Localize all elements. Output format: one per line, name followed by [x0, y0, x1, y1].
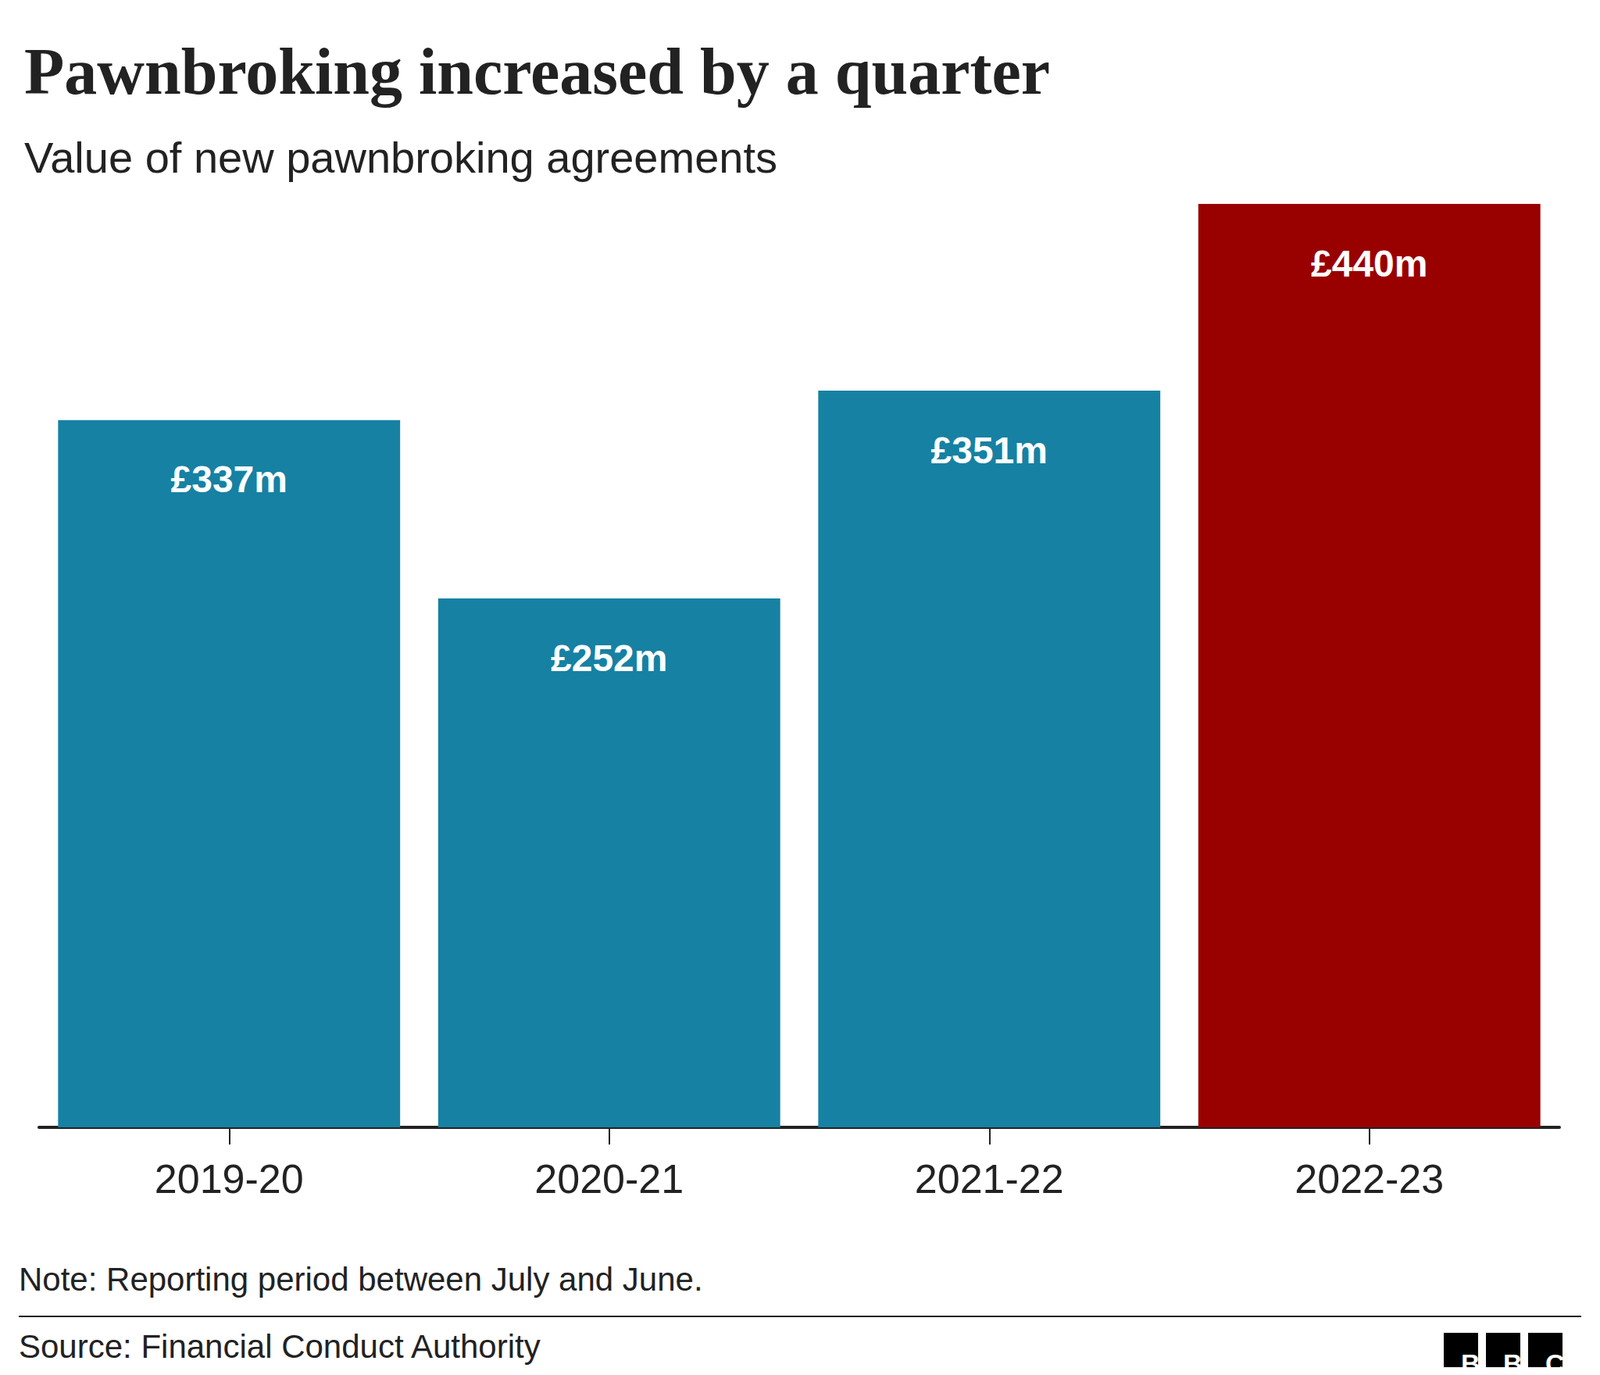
svg-text:2021-22: 2021-22 — [914, 1156, 1065, 1202]
svg-text:£440m: £440m — [1310, 242, 1428, 285]
svg-text:B: B — [1503, 1348, 1523, 1375]
svg-text:2022-23: 2022-23 — [1294, 1156, 1444, 1202]
svg-text:Pawnbroking increased by a qua: Pawnbroking increased by a quarter — [24, 35, 1050, 108]
svg-text:Value of new pawnbroking agree: Value of new pawnbroking agreements — [24, 132, 778, 183]
svg-text:£337m: £337m — [171, 458, 288, 500]
svg-text:C: C — [1545, 1348, 1565, 1375]
svg-text:B: B — [1460, 1348, 1481, 1375]
svg-text:2020-21: 2020-21 — [534, 1156, 684, 1202]
svg-text:£252m: £252m — [550, 637, 668, 679]
svg-text:Source: Financial Conduct Auth: Source: Financial Conduct Authority — [18, 1328, 541, 1365]
svg-text:£351m: £351m — [931, 429, 1048, 472]
svg-text:2019-20: 2019-20 — [154, 1156, 304, 1202]
svg-text:Note: Reporting period between: Note: Reporting period between July and … — [18, 1260, 704, 1298]
